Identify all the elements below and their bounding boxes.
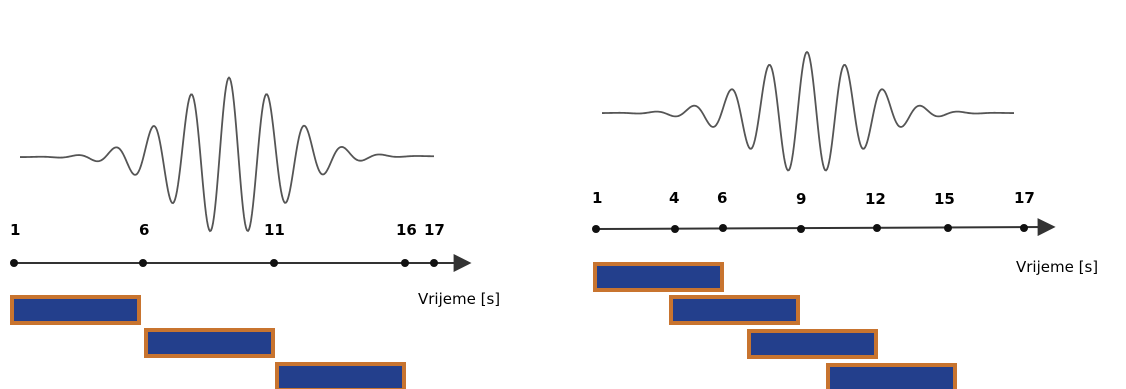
right-tick-label-17: 17 bbox=[1014, 189, 1035, 207]
right-tick-label-12: 12 bbox=[865, 190, 886, 208]
left-tick-label-17: 17 bbox=[424, 221, 445, 239]
right-window-4 bbox=[826, 363, 957, 389]
right-seismic-wave bbox=[601, 50, 1014, 172]
right-panel: 1 4 6 9 12 15 17 Vrijeme [s] bbox=[592, 50, 1098, 389]
right-tick-label-9: 9 bbox=[796, 190, 806, 208]
left-axis-point-16 bbox=[401, 259, 409, 267]
right-axis-point-15 bbox=[944, 224, 952, 232]
right-window-1 bbox=[593, 262, 724, 292]
left-tick-labels: 1 6 11 16 17 bbox=[10, 221, 445, 239]
left-axis-point-1 bbox=[10, 259, 18, 267]
right-window-3 bbox=[747, 329, 878, 359]
left-axis-point-17 bbox=[430, 259, 438, 267]
left-tick-label-11: 11 bbox=[264, 221, 285, 239]
right-axis-point-9 bbox=[797, 225, 805, 233]
right-tick-label-15: 15 bbox=[934, 190, 955, 208]
right-axis-point-1 bbox=[592, 225, 600, 233]
left-window-1 bbox=[10, 295, 141, 325]
left-windows bbox=[10, 295, 406, 389]
left-window-3 bbox=[275, 362, 406, 389]
left-tick-label-1: 1 bbox=[10, 221, 20, 239]
right-windows bbox=[593, 262, 957, 389]
right-tick-label-1: 1 bbox=[592, 189, 602, 207]
left-tick-label-16: 16 bbox=[396, 221, 417, 239]
right-axis-point-12 bbox=[873, 224, 881, 232]
left-axis-point-11 bbox=[270, 259, 278, 267]
right-time-axis bbox=[595, 218, 1056, 237]
left-axis-point-6 bbox=[139, 259, 147, 267]
right-window-2 bbox=[669, 295, 800, 325]
right-axis-title: Vrijeme [s] bbox=[1016, 258, 1098, 276]
right-tick-label-4: 4 bbox=[669, 189, 679, 207]
right-tick-label-6: 6 bbox=[717, 189, 727, 207]
left-axis-points bbox=[10, 259, 438, 267]
right-axis-point-4 bbox=[671, 225, 679, 233]
right-tick-labels: 1 4 6 9 12 15 17 bbox=[592, 189, 1035, 208]
left-tick-label-6: 6 bbox=[139, 221, 149, 239]
right-axis-point-6 bbox=[719, 224, 727, 232]
left-panel: 1 6 11 16 17 Vrijeme [s] bbox=[10, 76, 500, 389]
left-window-2 bbox=[144, 328, 275, 358]
right-axis-point-17 bbox=[1020, 224, 1028, 232]
left-seismic-wave bbox=[20, 76, 434, 233]
right-axis-points bbox=[592, 224, 1028, 233]
left-axis-title: Vrijeme [s] bbox=[418, 290, 500, 308]
